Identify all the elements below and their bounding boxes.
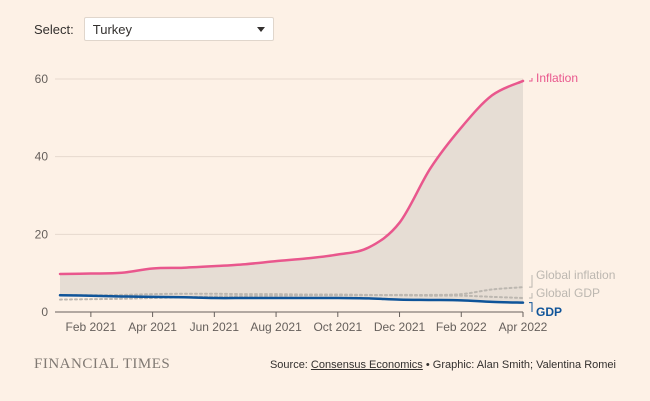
x-tick-label: Aug 2021 xyxy=(250,320,302,334)
inflation-label: Inflation xyxy=(536,71,578,85)
x-tick-label: Feb 2022 xyxy=(436,320,487,334)
inflation-line xyxy=(58,79,525,276)
x-tick-label: Jun 2021 xyxy=(190,320,240,334)
gdp-line xyxy=(58,294,525,304)
source-prefix: Source: xyxy=(269,359,311,371)
series-labels: Inflation Global inflation Global GDP GDP xyxy=(529,71,615,319)
x-tick-label: Apr 2022 xyxy=(499,320,548,334)
y-tick-label: 60 xyxy=(35,72,49,86)
x-tick-label: Feb 2021 xyxy=(66,320,117,334)
global-gdp-line xyxy=(59,292,524,300)
country-selector: Select: Turkey xyxy=(34,17,274,41)
global-inflation-label: Global inflation xyxy=(536,268,615,282)
y-tick-label: 40 xyxy=(35,150,49,164)
x-axis: Feb 2021 Apr 2021 Jun 2021 Aug 2021 Oct 2021… xyxy=(66,312,548,334)
global-gdp-leader xyxy=(529,293,533,299)
country-dropdown-value: Turkey xyxy=(92,21,132,37)
x-tick-label: Dec 2021 xyxy=(374,320,426,334)
y-tick-label: 0 xyxy=(41,305,48,319)
global-gdp-label: Global GDP xyxy=(536,286,600,300)
x-tick-label: Apr 2021 xyxy=(128,320,177,334)
y-tick-label: 20 xyxy=(35,227,49,241)
chart: 0 20 40 60 Feb 2021 Apr 2021 Jun 2021 Aug 2021… xyxy=(35,71,616,334)
ft-logo: FINANCIAL TIMES xyxy=(34,356,171,372)
inflation-gdp-gap-area xyxy=(60,80,523,303)
gdp-leader xyxy=(529,302,533,312)
series-lines xyxy=(58,79,525,304)
global-inflation-leader xyxy=(529,275,533,288)
chevron-down-icon xyxy=(256,26,265,32)
source-link[interactable]: Consensus Economics xyxy=(310,359,423,371)
gdp-label: GDP xyxy=(536,305,562,319)
select-label: Select: xyxy=(34,21,74,37)
credits-text: • Graphic: Alan Smith; Valentina Romei xyxy=(422,359,616,371)
source-credits: Source: Consensus Economics • Graphic: A… xyxy=(270,359,616,371)
x-tick-label: Oct 2021 xyxy=(313,320,362,334)
country-dropdown[interactable]: Turkey xyxy=(83,17,274,41)
inflation-leader xyxy=(529,78,533,82)
y-axis: 0 20 40 60 xyxy=(35,72,49,319)
